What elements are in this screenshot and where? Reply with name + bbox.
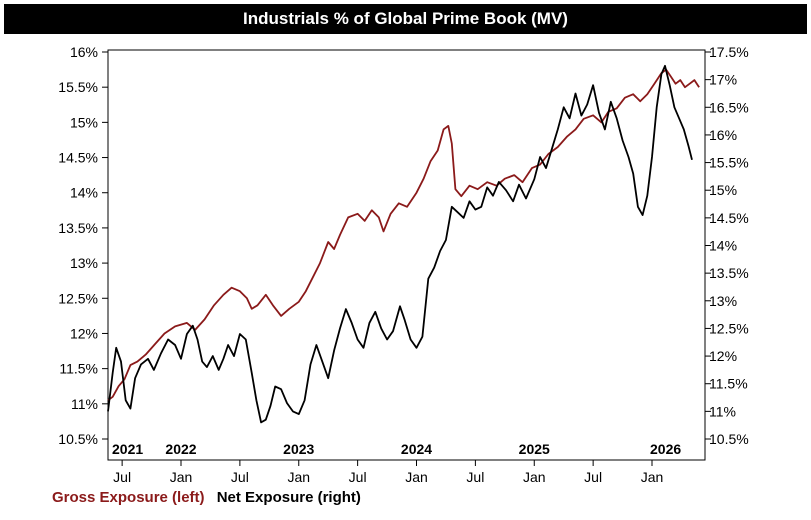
plot-frame (107, 49, 706, 461)
right-axis-tick-label: 15% (709, 182, 737, 198)
right-axis-tick-label: 16.5% (709, 99, 749, 115)
right-axis-tick-label: 11% (709, 403, 736, 419)
gross-exposure-line (107, 68, 700, 402)
x-axis-month-label: Jan (287, 469, 310, 485)
x-axis-year-label: 2024 (401, 441, 432, 457)
x-axis-year-label: 2026 (650, 441, 681, 457)
x-axis-month-label: Jul (113, 469, 131, 485)
right-axis-tick-label: 17.5% (709, 44, 749, 60)
left-axis-tick-label: 11.5% (59, 361, 98, 377)
x-axis-month-label: Jul (466, 469, 484, 485)
right-axis-tick-label: 16% (709, 127, 737, 143)
right-axis-tick-label: 12% (709, 348, 737, 364)
chart-title: Industrials % of Global Prime Book (MV) (4, 4, 807, 34)
legend: Gross Exposure (left) Net Exposure (righ… (52, 489, 361, 506)
left-axis-tick-label: 16% (70, 44, 98, 60)
right-axis-tick-label: 13.5% (709, 265, 749, 281)
right-axis-tick-label: 15.5% (709, 155, 749, 171)
legend-gross-exposure: Gross Exposure (left) (52, 489, 205, 506)
left-axis-tick-label: 13% (70, 255, 98, 271)
right-axis-tick-label: 14% (709, 238, 737, 254)
net-exposure-line (107, 64, 693, 424)
x-axis-year-label: 2025 (519, 441, 550, 457)
right-axis-tick-label: 11.5% (709, 376, 748, 392)
right-axis-tick-label: 13% (709, 293, 737, 309)
right-axis-tick-label: 10.5% (709, 431, 749, 447)
x-axis-month-label: Jan (405, 469, 428, 485)
left-axis-tick-label: 12.5% (58, 290, 98, 306)
left-axis-tick-label: 13.5% (58, 220, 98, 236)
left-axis-tick-label: 14.5% (58, 150, 98, 166)
right-axis-tick-label: 14.5% (709, 210, 749, 226)
left-axis-tick-label: 12% (70, 325, 98, 341)
left-axis-tick-label: 15.5% (58, 79, 98, 95)
x-axis-year-label: 2023 (283, 441, 314, 457)
left-axis-tick-label: 11% (71, 396, 98, 412)
x-axis-month-label: Jan (641, 469, 664, 485)
right-axis-tick-label: 17% (709, 72, 737, 88)
x-axis-month-label: Jul (584, 469, 602, 485)
left-axis-tick-label: 15% (70, 114, 98, 130)
right-axis-tick-label: 12.5% (709, 320, 749, 336)
x-axis-month-label: Jul (231, 469, 249, 485)
left-axis-tick-label: 14% (70, 185, 98, 201)
legend-net-exposure: Net Exposure (right) (216, 489, 361, 506)
x-axis-month-label: Jan (170, 469, 193, 485)
x-axis-year-label: 2021 (112, 441, 143, 457)
x-axis-month-label: Jan (523, 469, 546, 485)
x-axis-year-label: 2022 (165, 441, 196, 457)
left-axis-tick-label: 10.5% (58, 431, 98, 447)
x-axis-month-label: Jul (349, 469, 367, 485)
